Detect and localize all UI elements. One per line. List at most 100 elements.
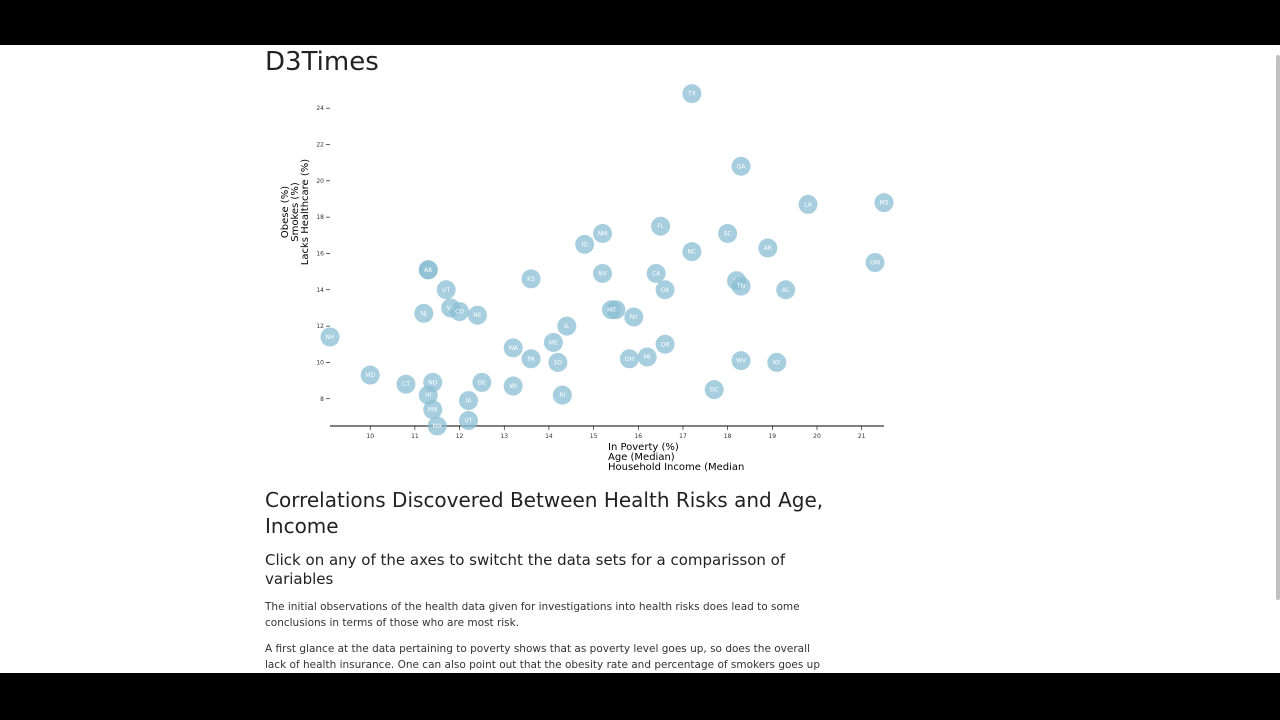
x-axis-label[interactable]: In Poverty (%) [608,442,679,453]
state-label: MI [644,354,651,361]
state-marker[interactable] [718,223,738,243]
state-marker[interactable] [503,376,523,396]
state-marker[interactable] [874,193,894,213]
state-label: CA [652,270,661,277]
state-marker[interactable] [593,263,613,283]
y-tick-label: 14 [316,287,324,294]
state-label: OH [625,356,634,363]
state-marker[interactable] [414,303,434,323]
state-marker[interactable] [731,156,751,176]
state-marker[interactable] [450,302,470,322]
state-marker[interactable] [731,276,751,296]
scrollbar[interactable] [1276,55,1280,600]
state-label: HI [425,392,432,399]
y-tick-label: 20 [316,178,324,185]
state-label: MN [428,407,438,414]
state-label: TX [687,91,696,98]
state-label: NC [688,249,697,256]
state-label: KS [527,276,535,283]
state-marker[interactable] [865,253,885,273]
article-paragraph: The initial observations of the health d… [265,601,800,629]
state-label: ID [581,241,588,248]
x-tick-label: 21 [858,433,866,440]
state-marker[interactable] [575,234,595,254]
state-marker[interactable] [423,400,443,420]
state-marker[interactable] [521,349,541,369]
state-marker[interactable] [655,334,675,354]
y-axis-label[interactable]: Lacks Healthcare (%) [300,159,311,265]
x-tick-label: 11 [411,433,419,440]
state-marker[interactable] [320,327,340,347]
state-marker[interactable] [637,347,657,367]
state-label: OK [661,287,671,294]
x-tick-label: 13 [500,433,508,440]
state-label: NJ [421,310,427,317]
y-tick-label: 16 [316,250,324,257]
state-marker[interactable] [396,374,416,394]
y-axis-label[interactable]: Obese (%) [280,186,291,238]
state-marker[interactable] [427,416,447,436]
y-axis-label[interactable]: Smokes (%) [290,182,301,242]
state-label: AK [424,267,433,274]
state-marker[interactable] [651,216,671,236]
state-marker[interactable] [521,269,541,289]
x-axis-label[interactable]: Household Income (Median [608,462,744,473]
y-tick-label: 12 [316,323,324,330]
state-label: NV [598,270,607,277]
state-marker[interactable] [472,372,492,392]
state-label: KY [773,359,781,366]
state-marker[interactable] [682,242,702,262]
state-label: OR [661,341,670,348]
state-marker[interactable] [459,411,478,431]
state-marker[interactable] [436,280,456,300]
state-marker[interactable] [767,352,787,372]
x-tick-label: 18 [724,433,732,440]
state-marker[interactable] [593,223,613,243]
state-marker[interactable] [776,280,796,300]
x-axis-label[interactable]: Age (Median) [608,452,675,463]
state-label: WV [736,358,747,365]
state-marker[interactable] [557,316,577,336]
state-label: WA [508,345,519,352]
x-tick-label: 20 [813,433,821,440]
state-label: MS [880,200,889,207]
state-marker[interactable] [798,194,818,214]
state-label: NY [630,314,638,321]
state-marker[interactable] [731,351,751,371]
state-marker[interactable] [624,307,644,327]
scatter-chart: 10 11 12 13 14 15 16 17 18 19 20 21 8 10 12 14 16 18 20 22 2… [280,84,894,473]
state-marker[interactable] [552,385,572,405]
x-tick-label: 10 [366,433,374,440]
state-marker[interactable] [418,260,438,280]
state-marker[interactable] [704,380,724,400]
state-marker[interactable] [682,84,702,104]
state-marker[interactable] [646,263,666,283]
state-label: VT [465,418,473,425]
state-label: IA [466,398,473,405]
state-label: LA [804,201,812,208]
state-label: SD [554,359,563,366]
state-label: DE [478,379,487,386]
state-marker[interactable] [655,280,675,300]
state-label: RI [559,392,565,399]
y-tick-label: 24 [316,105,324,112]
state-marker[interactable] [503,338,523,358]
state-label: MT [607,307,616,314]
state-marker[interactable] [459,391,478,411]
state-marker[interactable] [418,385,438,405]
state-marker[interactable] [601,300,621,320]
state-marker[interactable] [543,332,563,352]
y-tick-label: 18 [316,214,324,221]
state-marker[interactable] [548,352,568,372]
state-label: CO [455,309,464,316]
state-marker[interactable] [619,349,639,369]
state-marker[interactable] [758,238,778,258]
state-label: GA [737,163,747,170]
x-tick-label: 15 [590,433,598,440]
y-tick-label: 8 [320,396,324,403]
state-marker[interactable] [467,305,487,325]
browser-viewport: D3Times 10 11 12 13 14 15 16 17 18 19 20 21 8 10 12 14 1… [0,45,1280,673]
state-label: AR [764,245,772,252]
state-marker[interactable] [360,365,380,385]
article-heading: Correlations Discovered Between Health R… [265,488,824,538]
